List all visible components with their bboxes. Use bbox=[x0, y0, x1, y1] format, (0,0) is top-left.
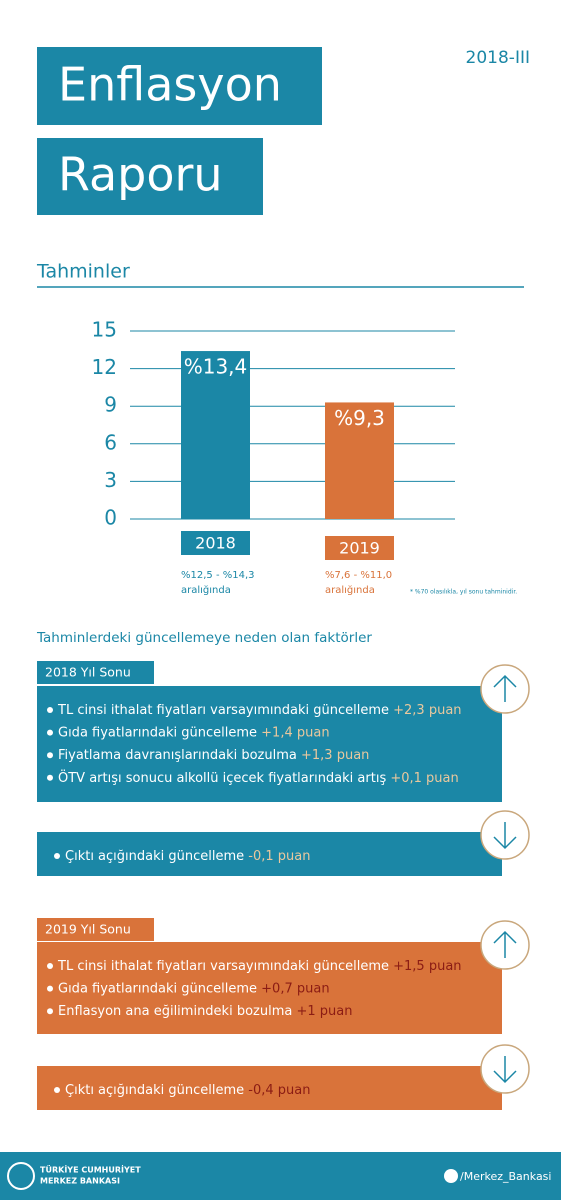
logo-text: TÜRKİYE CUMHURİYET bbox=[40, 1165, 141, 1175]
bullet bbox=[47, 774, 53, 781]
bullet bbox=[54, 1087, 60, 1093]
factor-amount: +2,3 puan bbox=[393, 703, 461, 718]
section-title: Tahminler bbox=[36, 261, 130, 283]
bullet bbox=[47, 752, 53, 759]
factor-text: TL cinsi ithalat fiyatları varsayımındak… bbox=[57, 703, 389, 718]
title-box bbox=[37, 47, 322, 125]
logo bbox=[7, 1162, 35, 1190]
factor-text: TL cinsi ithalat fiyatları varsayımındak… bbox=[57, 959, 389, 974]
group-tag bbox=[37, 918, 154, 941]
bullet bbox=[47, 985, 53, 992]
bullet bbox=[47, 729, 53, 736]
y-tick-label: 3 bbox=[104, 468, 117, 492]
bullet bbox=[47, 963, 53, 969]
up-box bbox=[37, 686, 502, 802]
factor-text: Çıktı açığındaki güncelleme bbox=[65, 1083, 244, 1098]
factor-amount: -0,1 puan bbox=[248, 849, 310, 864]
title: Enflasyon bbox=[58, 58, 282, 112]
factor-amount: +1 puan bbox=[296, 1004, 352, 1019]
factor-item: Çıktı açığındaki güncelleme -0,1 puan bbox=[65, 849, 310, 864]
x-tick-label: 2019 bbox=[339, 539, 380, 558]
factor-text: Gıda fiyatlarındaki güncelleme bbox=[58, 725, 257, 740]
footer bbox=[0, 1152, 561, 1200]
social-icon bbox=[444, 1169, 458, 1183]
bar bbox=[181, 351, 250, 519]
bullet bbox=[47, 1008, 53, 1015]
range-label: aralığında bbox=[325, 584, 375, 596]
title-box bbox=[37, 138, 263, 215]
group-label: 2019 Yıl Sonu bbox=[45, 922, 131, 937]
group-label: 2018 Yıl Sonu bbox=[45, 665, 131, 680]
factor-item: Fiyatlama davranışlarındaki bozulma +1,3… bbox=[58, 748, 369, 763]
factor-text: ÖTV artışı sonucu alkollü içecek fiyatla… bbox=[58, 768, 386, 785]
range-label: aralığında bbox=[181, 584, 231, 596]
down-box bbox=[37, 832, 502, 876]
logo-text: MERKEZ BANKASI bbox=[40, 1177, 120, 1186]
note: * %70 olasılıkla, yıl sonu tahminidir. bbox=[410, 589, 517, 596]
factor-amount: +0,7 puan bbox=[261, 981, 329, 996]
range-label: %7,6 - %11,0 bbox=[325, 570, 392, 581]
bar bbox=[325, 402, 394, 519]
arrow bbox=[493, 930, 517, 958]
y-tick-label: 9 bbox=[104, 393, 117, 417]
factor-item: Gıda fiyatlarındaki güncelleme +0,7 puan bbox=[58, 981, 330, 996]
category-box bbox=[325, 536, 394, 560]
bullet bbox=[47, 707, 53, 713]
down-box bbox=[37, 1066, 502, 1110]
factor-amount: +1,4 puan bbox=[261, 725, 329, 740]
factor-item: Çıktı açığındaki güncelleme -0,4 puan bbox=[65, 1083, 310, 1098]
y-tick-label: 12 bbox=[92, 355, 117, 379]
y-tick-label: 15 bbox=[92, 318, 117, 342]
category-box bbox=[181, 531, 250, 555]
factor-item: Gıda fiyatlarındaki güncelleme +1,4 puan bbox=[58, 725, 330, 740]
x-tick-label: 2018 bbox=[195, 534, 236, 553]
arrow bbox=[493, 822, 517, 850]
value-label: %9,3 bbox=[334, 406, 385, 430]
y-tick-label: 0 bbox=[104, 506, 117, 530]
factor-amount: -0,4 puan bbox=[248, 1083, 310, 1098]
factor-item: TL cinsi ithalat fiyatları varsayımındak… bbox=[57, 703, 462, 718]
factor-text: Enflasyon ana eğilimindeki bozulma bbox=[58, 1004, 292, 1019]
up-box bbox=[37, 942, 502, 1034]
factor-item: ÖTV artışı sonucu alkollü içecek fiyatla… bbox=[58, 768, 459, 785]
bullet bbox=[54, 853, 60, 859]
arrow bbox=[493, 674, 517, 702]
factor-text: Fiyatlama davranışlarındaki bozulma bbox=[58, 748, 297, 763]
factor-text: Çıktı açığındaki güncelleme bbox=[65, 849, 244, 864]
arrow bbox=[493, 1056, 517, 1084]
y-tick-label: 6 bbox=[104, 430, 117, 454]
factor-amount: +1,3 puan bbox=[301, 748, 369, 763]
group-tag bbox=[37, 661, 154, 684]
factor-item: Enflasyon ana eğilimindeki bozulma +1 pu… bbox=[58, 1004, 352, 1019]
range-label: %12,5 - %14,3 bbox=[181, 570, 255, 581]
factor-amount: +1,5 puan bbox=[393, 959, 461, 974]
period: 2018-III bbox=[466, 48, 530, 68]
factors-title: Tahminlerdeki güncellemeye neden olan fa… bbox=[36, 630, 372, 646]
value-label: %13,4 bbox=[184, 355, 248, 379]
factor-amount: +0,1 puan bbox=[390, 770, 458, 785]
factor-item: TL cinsi ithalat fiyatları varsayımındak… bbox=[57, 959, 462, 974]
factor-text: Gıda fiyatlarındaki güncelleme bbox=[58, 981, 257, 996]
title: Raporu bbox=[58, 148, 223, 202]
social-handle: /Merkez_Bankasi bbox=[460, 1170, 551, 1183]
